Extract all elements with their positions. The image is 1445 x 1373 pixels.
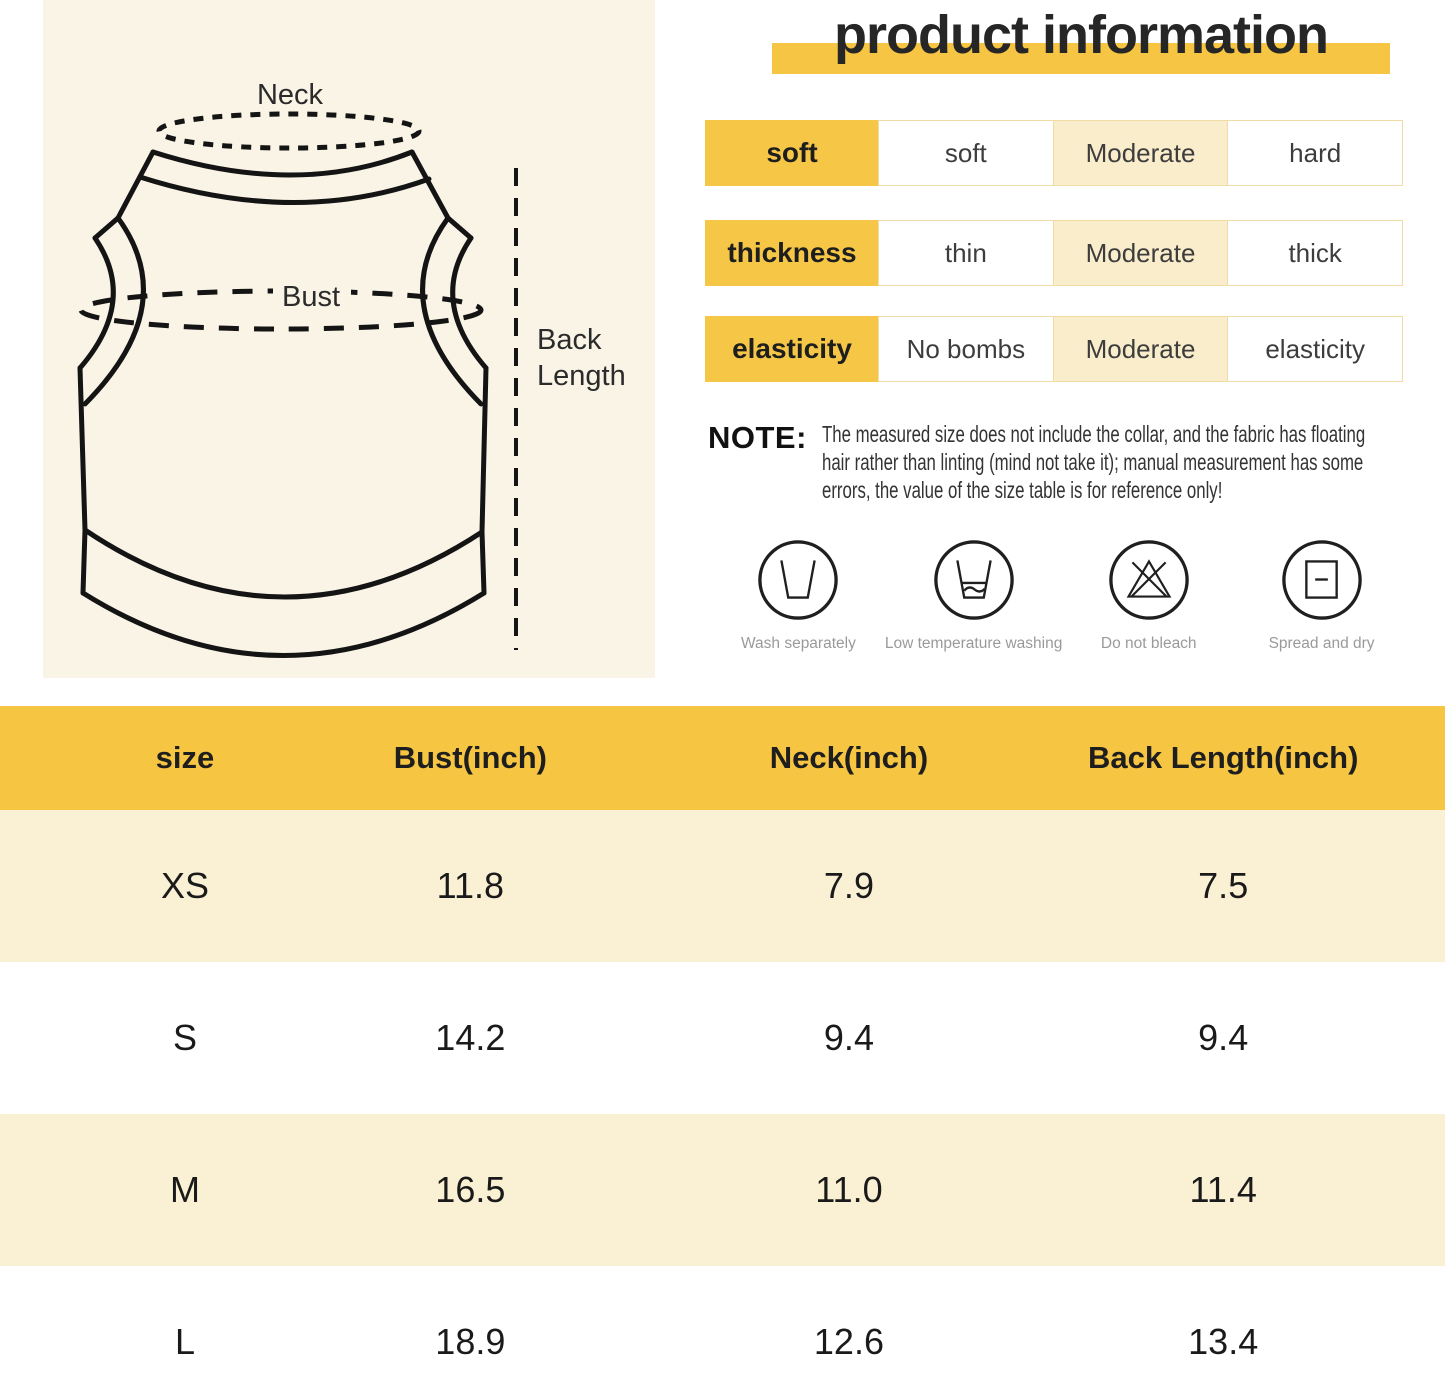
attribute-option: soft xyxy=(878,120,1054,186)
size-table-row-m: M 16.5 11.0 11.4 xyxy=(0,1114,1445,1266)
size-table-row-l: L 18.9 12.6 13.4 xyxy=(0,1266,1445,1373)
attribute-label-soft: soft xyxy=(705,120,879,186)
note-text-line: errors, the value of the size table is f… xyxy=(822,477,1223,503)
bust-value: 14.2 xyxy=(435,1017,506,1058)
size-table-header-bust: Bust(inch) xyxy=(393,740,547,775)
care-label: Spread and dry xyxy=(1268,635,1375,652)
attribute-option-selected: Moderate xyxy=(1052,220,1229,286)
garment-diagram-svg: Neck Bust Back Length xyxy=(77,79,626,658)
attribute-row-elasticity: elasticity No bombs Moderate elasticity xyxy=(705,316,1404,382)
size-table-row-xs: XS 11.8 7.9 7.5 xyxy=(0,810,1445,962)
bust-value: 11.8 xyxy=(436,865,505,906)
back-length-value: 13.4 xyxy=(1188,1321,1259,1362)
spread-dry-icon xyxy=(1281,540,1362,620)
low-temperature-wash-icon xyxy=(933,540,1014,620)
size-value: XS xyxy=(160,865,209,906)
bust-label: Bust xyxy=(282,281,340,313)
size-value: M xyxy=(169,1169,200,1210)
attribute-option: thin xyxy=(878,220,1054,286)
care-item-low-temperature-washing: Low temperature washing xyxy=(884,538,1063,653)
left-armhole-inner xyxy=(82,215,146,407)
neck-ellipse xyxy=(156,111,422,151)
attribute-option: hard xyxy=(1227,120,1404,186)
note-label: NOTE: xyxy=(708,420,807,455)
attribute-label-thickness: thickness xyxy=(705,220,879,286)
do-not-bleach-icon xyxy=(1108,540,1189,620)
bust-value: 16.5 xyxy=(435,1169,506,1210)
attribute-row-thickness: thickness thin Moderate thick xyxy=(705,220,1404,286)
note-text-line: hair rather than linting (mind not take … xyxy=(822,449,1364,475)
right-armhole-inner xyxy=(420,215,484,407)
garment-measurement-diagram: Neck Bust Back Length xyxy=(43,0,655,678)
care-item-wash-separately: Wash separately xyxy=(712,538,885,653)
attribute-option-selected: Moderate xyxy=(1052,316,1229,382)
neck-value: 9.4 xyxy=(823,1017,874,1058)
size-table-header-back-length: Back Length(inch) xyxy=(1087,740,1359,775)
neck-label: Neck xyxy=(257,79,324,111)
size-value: S xyxy=(172,1017,197,1058)
hem-top-line xyxy=(82,527,485,600)
attribute-option: No bombs xyxy=(878,316,1054,382)
care-item-spread-and-dry: Spread and dry xyxy=(1235,538,1408,653)
page-title: product information xyxy=(834,5,1329,65)
attribute-option-selected: Moderate xyxy=(1052,120,1229,186)
size-table-header: size Bust(inch) Neck(inch) Back Length(i… xyxy=(0,706,1445,810)
care-label: Do not bleach xyxy=(1100,635,1197,652)
wash-tub-icon xyxy=(758,540,839,620)
neck-value: 7.9 xyxy=(823,865,874,906)
size-table-row-s: S 14.2 9.4 9.4 xyxy=(0,962,1445,1114)
back-length-value: 9.4 xyxy=(1198,1017,1249,1058)
garment-outline xyxy=(77,149,489,658)
note-text: The measured size does not include the c… xyxy=(822,420,1365,504)
size-table-header-size: size xyxy=(155,740,215,775)
care-label: Low temperature washing xyxy=(884,635,1063,652)
attribute-option: elasticity xyxy=(1227,316,1404,382)
bust-value: 18.9 xyxy=(435,1321,506,1362)
hem-bottom-line xyxy=(80,590,487,658)
care-item-do-not-bleach: Do not bleach xyxy=(1062,538,1235,653)
back-length-label-line1: Back xyxy=(537,324,602,356)
collar-top-line xyxy=(150,149,415,178)
note-text-line: The measured size does not include the c… xyxy=(822,421,1366,447)
bust-label-backdrop xyxy=(273,279,351,311)
collar-bottom-line xyxy=(137,174,432,205)
care-instructions-row: Wash separately Low temperature washing … xyxy=(712,538,1408,653)
back-length-value: 11.4 xyxy=(1189,1169,1257,1210)
size-value: L xyxy=(174,1321,195,1362)
size-table-header-neck: Neck(inch) xyxy=(769,740,929,775)
attribute-row-soft: soft soft Moderate hard xyxy=(705,120,1404,186)
right-side-seam xyxy=(479,365,489,596)
title-highlight-bar xyxy=(772,43,1390,74)
neck-value: 11.0 xyxy=(815,1169,883,1210)
care-label: Wash separately xyxy=(740,635,856,652)
neck-value: 12.6 xyxy=(813,1321,884,1362)
attribute-label-elasticity: elasticity xyxy=(705,316,879,382)
back-length-label-line2: Length xyxy=(537,360,626,392)
back-length-value: 7.5 xyxy=(1198,865,1249,906)
attribute-option: thick xyxy=(1227,220,1404,286)
